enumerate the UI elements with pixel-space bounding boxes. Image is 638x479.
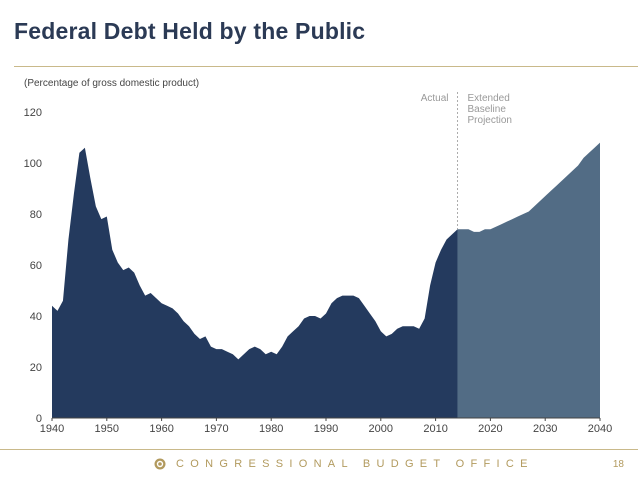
annotation-projection-line-2: Baseline (468, 104, 507, 115)
annotation-projection-line-1: Extended (468, 93, 510, 104)
y-tick-label: 100 (24, 158, 42, 170)
cbo-seal-icon (154, 458, 166, 470)
annotation-actual: Actual (421, 93, 449, 104)
page-title: Federal Debt Held by the Public (14, 18, 366, 44)
x-tick-label: 1980 (259, 423, 283, 435)
y-axis: 0 20 40 60 80 100 120 (24, 107, 42, 425)
x-tick-label: 2020 (478, 423, 502, 435)
page-number: 18 (612, 459, 624, 470)
y-tick-label: 40 (30, 311, 42, 323)
x-tick-label: 2040 (588, 423, 612, 435)
x-tick-label: 1950 (95, 423, 119, 435)
area-projection (457, 142, 600, 418)
x-axis: 1940 1950 1960 1970 1980 1990 2000 2010 2020 2030… (40, 418, 612, 435)
chart-subtitle: (Percentage of gross domestic product) (24, 78, 199, 89)
footer-org: CONGRESSIONAL BUDGET OFFICE (176, 458, 534, 470)
y-tick-label: 80 (30, 209, 42, 221)
footer-divider (0, 449, 638, 450)
y-tick-label: 0 (36, 413, 42, 425)
y-tick-label: 20 (30, 362, 42, 374)
x-tick-label: 1970 (204, 423, 228, 435)
x-tick-label: 2000 (369, 423, 393, 435)
area-actual (52, 147, 458, 418)
x-tick-label: 1990 (314, 423, 338, 435)
y-tick-label: 120 (24, 107, 42, 119)
title-divider (14, 66, 638, 67)
x-tick-label: 2010 (423, 423, 447, 435)
x-tick-label: 1960 (149, 423, 173, 435)
x-tick-label: 1940 (40, 423, 64, 435)
debt-chart: (Percentage of gross domestic product) 0… (24, 78, 613, 435)
y-tick-label: 60 (30, 260, 42, 272)
annotation-projection-line-3: Projection (468, 115, 512, 126)
x-tick-label: 2030 (533, 423, 557, 435)
